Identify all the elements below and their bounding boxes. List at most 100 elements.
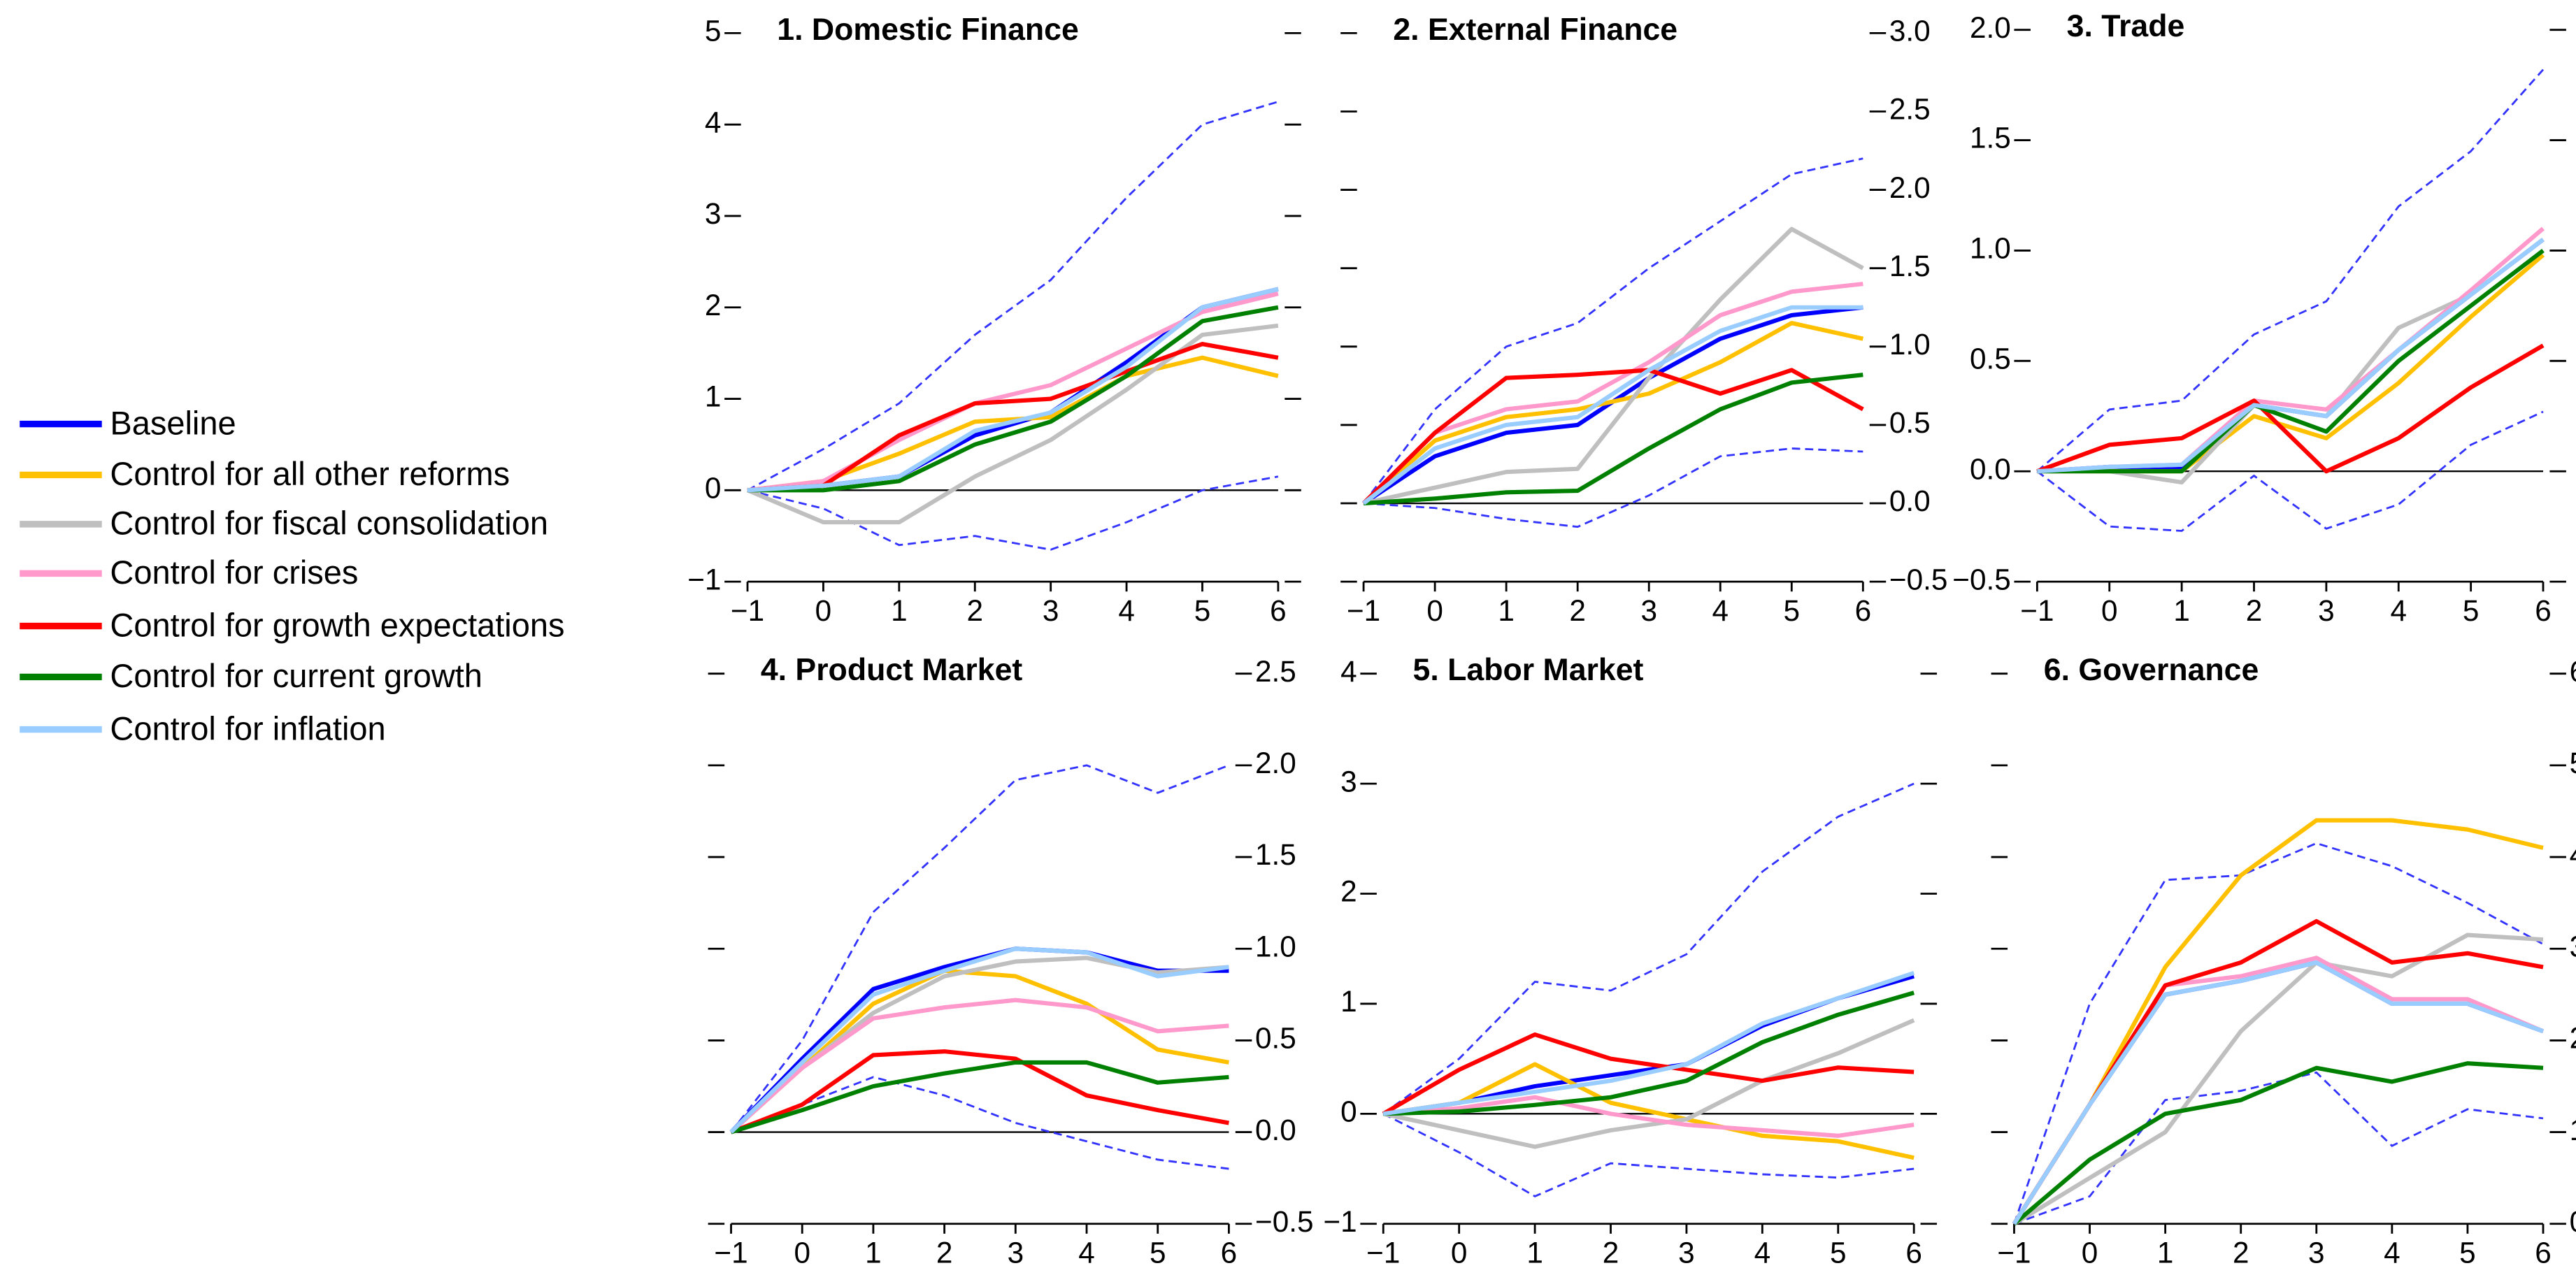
y-tick-label: 2.0: [1970, 11, 2011, 44]
panel-title: 4. Product Market: [761, 653, 1023, 687]
y-tick-label: −0.5: [1889, 563, 1947, 596]
y-tick-label: 0.5: [1970, 343, 2011, 375]
x-tick-label: 2: [1603, 1237, 1619, 1269]
series-line: [1383, 1095, 1915, 1138]
y-tick-label: 2.5: [1255, 655, 1296, 688]
x-tick-label: 0: [815, 594, 832, 627]
confidence-band: [1363, 447, 1863, 528]
series-line: [1361, 282, 1863, 505]
x-tick-label: 5: [1830, 1237, 1847, 1269]
x-tick-label: 2: [966, 594, 983, 627]
y-tick-label: 3.0: [1889, 15, 1931, 48]
series-line: [1382, 1018, 1915, 1149]
confidence-band: [1362, 157, 1863, 504]
legend-label: Control for current growth: [110, 657, 482, 694]
y-tick-label: 1: [1340, 985, 1357, 1018]
y-tick-label: 0.5: [1255, 1022, 1296, 1055]
y-tick-label: 5: [2570, 747, 2576, 779]
y-tick-label: −1: [1323, 1205, 1357, 1238]
x-tick-label: 4: [1754, 1237, 1771, 1269]
series-line: [1362, 305, 1863, 505]
series-line: [747, 305, 1279, 493]
y-tick-label: 1.5: [1255, 838, 1296, 871]
x-tick-label: 4: [2390, 594, 2407, 627]
y-tick-label: 0.0: [1889, 484, 1931, 517]
legend-label: Control for all other reforms: [110, 455, 510, 492]
x-tick-label: 2: [2246, 594, 2263, 627]
legend-label: Control for growth expectations: [110, 606, 564, 643]
x-tick-label: 0: [2101, 594, 2118, 627]
x-tick-label: −1: [1347, 594, 1380, 627]
x-tick-label: 6: [2535, 1237, 2552, 1269]
x-tick-label: 0: [794, 1237, 810, 1269]
series-line: [1382, 974, 1915, 1116]
x-tick-label: −1: [714, 1237, 747, 1269]
x-tick-label: 1: [1498, 594, 1515, 627]
panel-title: 2. External Finance: [1393, 13, 1677, 47]
series-line: [1361, 368, 1864, 505]
confidence-band: [747, 475, 1279, 551]
y-tick-label: 5: [705, 15, 722, 48]
series-line: [729, 946, 1229, 1134]
x-tick-label: 1: [2173, 594, 2190, 627]
x-tick-label: 2: [936, 1237, 953, 1269]
x-tick-label: 3: [2308, 1237, 2325, 1269]
y-tick-label: 0: [1340, 1095, 1357, 1128]
x-tick-label: 4: [1712, 594, 1729, 627]
panel-title: 1. Domestic Finance: [777, 13, 1079, 47]
confidence-band: [2036, 69, 2545, 473]
panel-title: 6. Governance: [2044, 653, 2259, 687]
x-tick-label: 4: [1078, 1237, 1095, 1269]
x-tick-label: 2: [1569, 594, 1586, 627]
series-line: [2012, 818, 2544, 1225]
x-tick-label: 2: [2233, 1237, 2249, 1269]
series-line: [730, 1049, 1229, 1134]
x-tick-label: 1: [1526, 1237, 1543, 1269]
x-tick-label: 1: [865, 1237, 882, 1269]
series-line: [2012, 932, 2544, 1226]
panel-title: 3. Trade: [2067, 9, 2185, 43]
x-tick-label: 3: [2318, 594, 2335, 627]
confidence-band: [747, 101, 1279, 491]
series-line: [1363, 373, 1863, 506]
y-tick-label: −0.5: [1952, 563, 2010, 596]
x-tick-label: 3: [1043, 594, 1059, 627]
series-line: [1382, 1062, 1915, 1160]
confidence-band: [1382, 1113, 1915, 1197]
x-tick-label: 6: [1855, 594, 1872, 627]
x-tick-label: 3: [1008, 1237, 1024, 1269]
series-line: [1383, 991, 1915, 1116]
y-tick-label: 2.0: [1255, 747, 1296, 779]
series-line: [1382, 970, 1915, 1116]
legend-label: Control for crises: [110, 554, 358, 591]
y-tick-label: 4: [705, 106, 722, 138]
x-tick-label: 3: [1678, 1237, 1695, 1269]
y-tick-label: 0.5: [1889, 406, 1931, 439]
x-tick-label: 0: [1426, 594, 1443, 627]
series-line: [2036, 343, 2545, 474]
x-tick-label: 0: [2082, 1237, 2098, 1269]
y-tick-label: 2.0: [1889, 171, 1931, 204]
x-tick-label: −1: [2020, 594, 2054, 627]
x-tick-label: 0: [1451, 1237, 1468, 1269]
series-line: [747, 342, 1279, 493]
y-tick-label: 1.0: [1255, 930, 1296, 963]
series-line: [2012, 1061, 2544, 1226]
y-tick-label: 0.0: [1970, 452, 2011, 485]
y-tick-label: 3: [2570, 930, 2576, 963]
y-tick-label: 2: [2570, 1022, 2576, 1055]
y-tick-label: −1: [687, 563, 721, 596]
x-tick-label: 6: [2535, 594, 2552, 627]
series-line: [746, 323, 1279, 525]
x-tick-label: 1: [2157, 1237, 2174, 1269]
y-tick-label: 1.5: [1970, 122, 2011, 154]
confidence-band: [2013, 842, 2544, 1225]
x-tick-label: 6: [1221, 1237, 1238, 1269]
y-tick-label: 1.5: [1889, 250, 1931, 282]
x-tick-label: 5: [2463, 594, 2480, 627]
series-line: [1363, 226, 1864, 506]
x-tick-label: −1: [1997, 1237, 2031, 1269]
y-tick-label: 4: [1340, 655, 1357, 688]
x-tick-label: 5: [1150, 1237, 1166, 1269]
